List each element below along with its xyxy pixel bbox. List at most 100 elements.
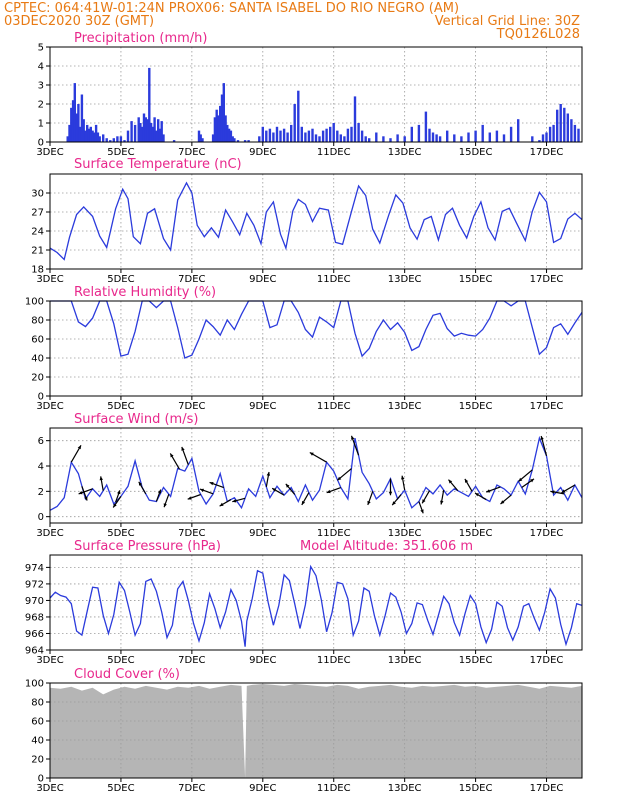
precip-bar [258, 136, 260, 142]
precip-bar [294, 104, 296, 142]
precip-bar [130, 121, 132, 142]
cloud-xtick-label: 5DEC [107, 783, 134, 794]
wind-arrow-head [389, 492, 393, 496]
precip-bar [545, 133, 547, 143]
wind-xtick-label: 15DEC [459, 528, 493, 539]
precip-bar [365, 136, 367, 142]
temp-xtick-label: 9DEC [249, 274, 276, 285]
pres-xtick-label: 15DEC [459, 655, 493, 666]
cloud-ytick-label: 80 [31, 698, 44, 709]
precip-bar [315, 134, 317, 142]
precip-bar [439, 136, 441, 142]
precip-bar [318, 136, 320, 142]
precip-bar [428, 129, 430, 142]
temp-series-line [50, 183, 582, 260]
precip-bar [517, 119, 519, 142]
temp-xtick-label: 5DEC [107, 274, 134, 285]
model-altitude-label: Model Altitude: 351.606 m [300, 539, 473, 554]
precip-bar [340, 134, 342, 142]
precip-bar [574, 125, 576, 142]
rh-series-line [50, 301, 582, 358]
precip-bar [322, 131, 324, 142]
wind-xtick-label: 13DEC [388, 528, 422, 539]
cloud-xtick-label: 15DEC [459, 783, 493, 794]
rh-ytick-label: 80 [31, 316, 44, 327]
cloud-ytick-label: 100 [25, 679, 44, 690]
cloud-xtick-label: 9DEC [249, 783, 276, 794]
rh-xtick-label: 15DEC [459, 401, 493, 412]
precip-bar [577, 129, 579, 142]
wind-xtick-label: 11DEC [317, 528, 351, 539]
temp-ytick-label: 21 [31, 246, 44, 257]
precip-bar [375, 133, 377, 143]
precip-bar [102, 134, 104, 142]
precip-bar [116, 136, 118, 142]
precip-bar [542, 134, 544, 142]
rh-xtick-label: 17DEC [530, 401, 564, 412]
precip-bar [496, 131, 498, 142]
pressure-panel: Surface Pressure (hPa) Model Altitude: 3… [25, 539, 582, 666]
precip-bar [453, 134, 455, 142]
cloud-xtick-label: 13DEC [388, 783, 422, 794]
pres-ytick-label: 970 [25, 596, 44, 607]
pres-xtick-label: 17DEC [530, 655, 564, 666]
wind-xtick-label: 7DEC [178, 528, 205, 539]
precip-bar [120, 136, 122, 142]
rh-ytick-label: 40 [31, 354, 44, 365]
cloud-xtick-label: 17DEC [530, 783, 564, 794]
precip-bar [333, 123, 335, 142]
precip-bar [311, 129, 313, 142]
precip-bar [482, 125, 484, 142]
precip-bar [354, 96, 356, 142]
precip-bar [269, 129, 271, 142]
precip-bar [382, 136, 384, 142]
rh-xtick-label: 5DEC [107, 401, 134, 412]
precip-xtick-label: 11DEC [317, 147, 351, 158]
precip-bar [106, 138, 108, 142]
precipitation-title: Precipitation (mm/h) [74, 31, 207, 46]
precip-bar [418, 125, 420, 142]
precip-bar [404, 136, 406, 142]
rh-xtick-label: 11DEC [317, 401, 351, 412]
precip-bar [368, 138, 370, 142]
wind-arrow-head [210, 482, 214, 485]
precip-bar [290, 125, 292, 142]
wind-ytick-label: 2 [38, 487, 44, 498]
precip-bar [446, 131, 448, 142]
precip-bar [276, 127, 278, 142]
temp-xtick-label: 3DEC [36, 274, 63, 285]
temp-xtick-label: 17DEC [530, 274, 564, 285]
rh-xtick-label: 13DEC [388, 401, 422, 412]
wind-frame [50, 428, 582, 523]
precip-bar [336, 131, 338, 142]
temp-xtick-label: 7DEC [178, 274, 205, 285]
wind-ytick-label: 0 [38, 512, 44, 523]
cloud-ytick-label: 40 [31, 736, 44, 747]
precip-bar [201, 138, 203, 142]
precip-bar [460, 136, 462, 142]
precip-bar [329, 127, 331, 142]
cloud-xtick-label: 3DEC [36, 783, 63, 794]
cloud-area [50, 684, 582, 778]
precip-bar [301, 127, 303, 142]
temp-ytick-label: 27 [31, 208, 44, 219]
precip-ytick-label: 4 [38, 62, 44, 73]
temp-xtick-label: 15DEC [459, 274, 493, 285]
pres-ytick-label: 974 [25, 563, 44, 574]
precip-bar [567, 114, 569, 143]
wind-arrow-head [367, 501, 370, 505]
precip-bar [272, 133, 274, 143]
pres-xtick-label: 7DEC [178, 655, 205, 666]
cloud-cover-title: Cloud Cover (%) [74, 667, 180, 682]
precip-bar [286, 133, 288, 143]
precip-bar [304, 133, 306, 143]
precip-xtick-label: 3DEC [36, 147, 63, 158]
cloud-ytick-label: 20 [31, 755, 44, 766]
pres-xtick-label: 9DEC [249, 655, 276, 666]
pres-xtick-label: 5DEC [107, 655, 134, 666]
wind-xtick-label: 5DEC [107, 528, 134, 539]
precip-bar [283, 129, 285, 142]
